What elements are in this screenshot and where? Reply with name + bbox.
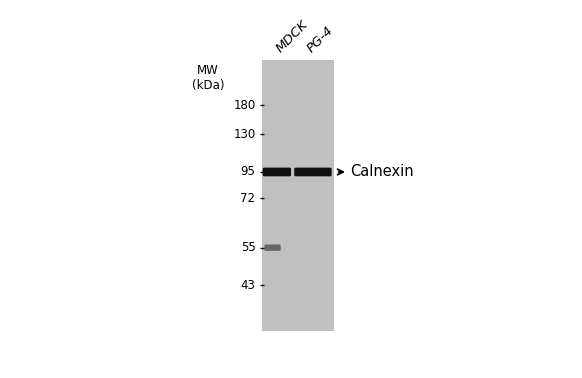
FancyBboxPatch shape: [294, 167, 332, 177]
Text: 95: 95: [240, 166, 255, 178]
Text: 130: 130: [233, 128, 255, 141]
FancyBboxPatch shape: [262, 167, 291, 177]
Text: 180: 180: [233, 99, 255, 112]
Text: 72: 72: [240, 192, 255, 204]
Text: MW
(kDa): MW (kDa): [192, 64, 224, 92]
FancyBboxPatch shape: [264, 245, 281, 251]
Text: MDCK: MDCK: [274, 19, 311, 56]
Text: PG-4: PG-4: [305, 24, 336, 56]
Bar: [262, 60, 334, 331]
Text: 43: 43: [240, 279, 255, 292]
Text: 55: 55: [241, 241, 255, 254]
Text: Calnexin: Calnexin: [350, 164, 414, 180]
